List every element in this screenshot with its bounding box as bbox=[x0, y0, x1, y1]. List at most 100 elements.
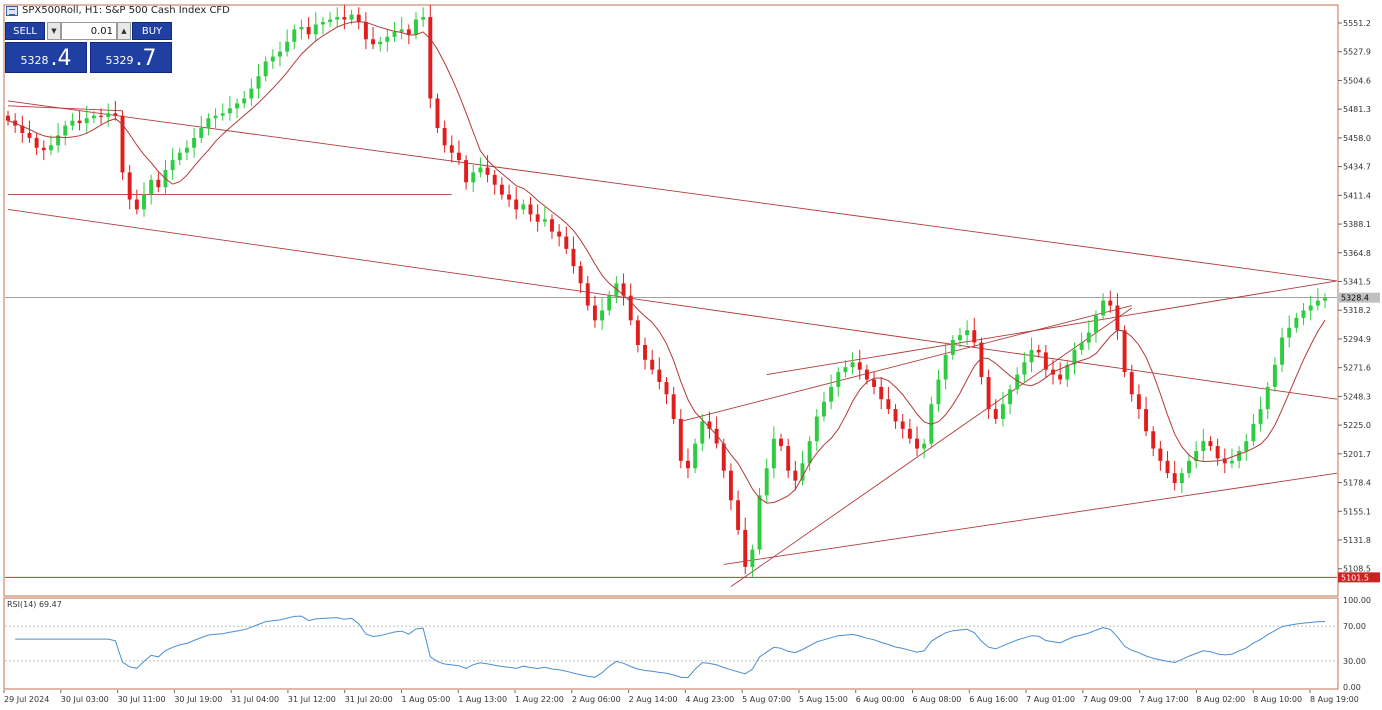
candle-body bbox=[278, 51, 282, 57]
x-tick-label: 30 Jul 19:00 bbox=[174, 695, 222, 704]
candle-body bbox=[814, 416, 819, 442]
candle-body bbox=[786, 446, 791, 471]
candle-body bbox=[1022, 362, 1027, 375]
x-tick-label: 29 Jul 2024 bbox=[4, 695, 49, 704]
candle-body bbox=[456, 152, 461, 161]
candle-body bbox=[1272, 364, 1277, 387]
candle-body bbox=[20, 125, 25, 133]
ma-line bbox=[7, 21, 1326, 504]
candle-body bbox=[557, 231, 562, 237]
lot-increase-icon[interactable]: ▲ bbox=[117, 22, 131, 40]
candle-body bbox=[707, 421, 712, 429]
candle-body bbox=[1000, 404, 1005, 419]
candle-body bbox=[571, 248, 576, 267]
candle-body bbox=[213, 115, 218, 119]
ask-price-button[interactable]: 5329 .7 bbox=[90, 42, 172, 73]
y-tick-label: 5341.5 bbox=[1343, 278, 1371, 287]
candle-body bbox=[1108, 300, 1113, 306]
candle-body bbox=[320, 22, 325, 25]
candle-body bbox=[836, 372, 841, 387]
candle-body bbox=[285, 41, 290, 52]
candle-body bbox=[872, 379, 877, 387]
candle-body bbox=[1079, 342, 1084, 350]
candle-body bbox=[542, 219, 547, 222]
candle-body bbox=[893, 409, 898, 422]
candle-body bbox=[406, 29, 411, 35]
candle-body bbox=[342, 17, 347, 20]
candle-body bbox=[1258, 409, 1263, 424]
x-tick-label: 30 Jul 11:00 bbox=[118, 695, 166, 704]
x-tick-label: 6 Aug 16:00 bbox=[969, 695, 1018, 704]
sell-button[interactable]: SELL bbox=[5, 22, 45, 40]
candle-body bbox=[1251, 423, 1256, 442]
x-tick-label: 31 Jul 20:00 bbox=[345, 695, 393, 704]
candle-body bbox=[1136, 394, 1141, 410]
candle-body bbox=[664, 381, 669, 395]
rsi-panel: RSI(14) 69.47 100.00 70.00 30.00 0.00 bbox=[5, 596, 1371, 692]
y-tick-label: 5178.4 bbox=[1343, 479, 1371, 488]
candle-body bbox=[363, 22, 368, 40]
time-axis: 29 Jul 2024 30 Jul 03:00 30 Jul 11:00 30 Ju… bbox=[3, 690, 1359, 704]
lot-size-input[interactable] bbox=[61, 22, 117, 40]
candle-body bbox=[807, 441, 812, 464]
candle-body bbox=[485, 167, 490, 175]
y-tick-label: 5458.0 bbox=[1343, 134, 1371, 143]
candle-body bbox=[199, 128, 204, 138]
candle-body bbox=[349, 14, 354, 20]
rsi-tick-label: 70.00 bbox=[1343, 622, 1366, 631]
candle-body bbox=[1172, 473, 1177, 484]
candle-body bbox=[900, 421, 905, 429]
x-tick-label: 1 Aug 13:00 bbox=[458, 695, 507, 704]
candle-body bbox=[1323, 298, 1327, 301]
candle-body bbox=[950, 340, 955, 355]
candle-body bbox=[27, 132, 32, 138]
candle-body bbox=[106, 113, 111, 117]
candle-body bbox=[1222, 458, 1227, 464]
bid-price-button[interactable]: 5328 .4 bbox=[5, 42, 87, 73]
bid-price-main: 5328 bbox=[20, 54, 49, 67]
buy-button[interactable]: BUY bbox=[132, 22, 172, 40]
candle-body bbox=[907, 428, 912, 439]
candle-body bbox=[1208, 441, 1213, 447]
candle-body bbox=[1201, 441, 1206, 452]
candle-body bbox=[1065, 364, 1070, 380]
candle-body bbox=[1265, 386, 1270, 410]
candle-body bbox=[1229, 460, 1234, 464]
candle-body bbox=[120, 115, 125, 173]
candle-body bbox=[607, 295, 612, 311]
current-price-label: 5328.4 bbox=[1341, 294, 1369, 303]
candle-body bbox=[864, 369, 869, 380]
candle-body bbox=[757, 495, 762, 550]
x-tick-label: 2 Aug 14:00 bbox=[629, 695, 678, 704]
trendline bbox=[7, 208, 1338, 400]
candle-body bbox=[471, 172, 476, 183]
rsi-tick-label: 0.00 bbox=[1343, 683, 1361, 692]
candle-body bbox=[1093, 315, 1098, 333]
chart-title: SPX500Roll, H1: S&P 500 Cash Index CFD bbox=[22, 5, 230, 16]
candle-body bbox=[671, 394, 676, 419]
support-price-label: 5101.5 bbox=[1341, 573, 1369, 582]
candle-body bbox=[750, 549, 755, 567]
candle-body bbox=[714, 428, 719, 444]
candle-body bbox=[564, 236, 569, 249]
candle-body bbox=[578, 266, 583, 284]
candle-body bbox=[385, 36, 390, 42]
candle-body bbox=[270, 56, 275, 62]
y-tick-label: 5201.7 bbox=[1343, 450, 1371, 459]
candle-body bbox=[879, 386, 884, 400]
candle-body bbox=[764, 468, 769, 496]
bid-price-pips: .4 bbox=[50, 46, 72, 71]
candle-body bbox=[306, 26, 311, 35]
candle-body bbox=[34, 137, 39, 148]
candle-body bbox=[943, 354, 948, 380]
y-tick-label: 5108.5 bbox=[1343, 565, 1371, 574]
candle-body bbox=[686, 460, 690, 469]
candle-body bbox=[421, 17, 426, 20]
trendline bbox=[723, 472, 1338, 565]
x-tick-label: 4 Aug 23:00 bbox=[685, 695, 734, 704]
candle-body bbox=[1301, 310, 1306, 318]
candle-body bbox=[1015, 374, 1020, 390]
lot-decrease-icon[interactable]: ▼ bbox=[47, 22, 61, 40]
candle-body bbox=[843, 367, 848, 373]
